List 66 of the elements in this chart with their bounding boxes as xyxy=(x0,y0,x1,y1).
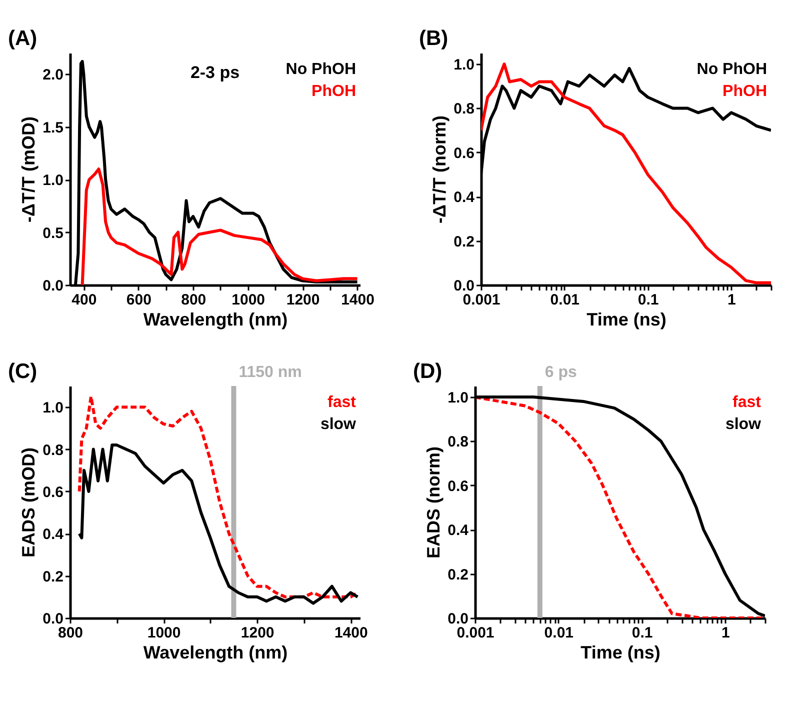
y-tick-label: 0.6 xyxy=(448,478,468,495)
x-tick-label: 0.1 xyxy=(632,624,653,642)
y-tick-label: 0.6 xyxy=(454,144,474,162)
y-axis-title: -ΔT/T (mOD) xyxy=(18,116,39,222)
y-tick-label: 1.0 xyxy=(42,172,64,190)
y-tick-label: 0.2 xyxy=(448,566,468,584)
text: slow xyxy=(725,416,762,433)
x-tick-label: 0.1 xyxy=(638,292,659,308)
y-tick-label: 2.0 xyxy=(42,66,64,84)
y-tick-label: 0.4 xyxy=(454,189,476,206)
x-tick-label: 400 xyxy=(72,292,97,308)
y-tick-label: 0.5 xyxy=(42,224,64,242)
y-tick-label: 0.2 xyxy=(454,233,474,250)
x-tick-label: 1200 xyxy=(240,624,274,642)
y-tick-label: 0.8 xyxy=(42,442,64,459)
x-tick-label: 1 xyxy=(722,624,730,642)
text: (C) xyxy=(8,360,38,383)
x-tick-label: 0.01 xyxy=(550,292,580,308)
y-tick-label: 0.6 xyxy=(42,484,64,501)
y-tick-label: 1.0 xyxy=(42,400,64,417)
x-axis-title: Wavelength (nm) xyxy=(143,310,288,330)
x-tick-label: 1 xyxy=(728,292,736,308)
text: No PhOH xyxy=(286,61,356,78)
text: PhOH xyxy=(312,83,356,100)
text: fast xyxy=(732,394,762,411)
line-series xyxy=(78,444,360,605)
y-axis-title: EADS (mOD) xyxy=(18,447,39,558)
y-tick-label: 0.0 xyxy=(42,610,64,628)
x-tick-label: 800 xyxy=(181,292,206,308)
x-tick-label: 600 xyxy=(126,292,152,308)
y-tick-label: 0.4 xyxy=(448,522,470,540)
y-tick-label: 0.4 xyxy=(42,526,64,544)
x-tick-label: 0.001 xyxy=(456,624,494,642)
x-tick-label: 1200 xyxy=(286,292,320,308)
x-tick-label: 800 xyxy=(58,624,84,642)
ref-line-label: 6 ps xyxy=(544,364,578,381)
y-tick-label: 1.0 xyxy=(448,390,468,407)
text: (B) xyxy=(419,27,448,50)
line-series xyxy=(80,168,359,285)
x-axis-title: Time (ns) xyxy=(586,310,666,330)
x-tick-label: 1400 xyxy=(334,624,368,642)
series-label: No PhOH xyxy=(696,61,767,78)
y-tick-label: 0.8 xyxy=(448,434,468,451)
x-axis-title: Wavelength (nm) xyxy=(143,642,288,662)
x-tick-label: 1400 xyxy=(341,292,374,308)
text: fast xyxy=(328,394,357,411)
x-tick-label: 1000 xyxy=(232,292,266,308)
annotation: 2-3 ps xyxy=(190,63,240,82)
x-tick-label: 0.01 xyxy=(544,624,574,642)
y-tick-label: 0.0 xyxy=(42,278,64,294)
y-tick-label: 0.8 xyxy=(454,100,474,118)
y-tick-label: 0.0 xyxy=(454,278,474,294)
y-tick-label: 0.0 xyxy=(448,610,468,628)
text: (D) xyxy=(413,360,442,383)
x-tick-label: 0.001 xyxy=(462,292,500,308)
text: PhOH xyxy=(722,83,767,100)
x-axis-title: Time (ns) xyxy=(580,642,660,662)
ref-line-label: 1150 nm xyxy=(238,364,302,381)
y-axis-title: -ΔT/T (norm) xyxy=(430,116,450,224)
y-tick-label: 1.5 xyxy=(42,119,64,136)
text: (A) xyxy=(8,27,38,50)
y-tick-label: 1.0 xyxy=(454,56,474,74)
text: slow xyxy=(320,416,357,433)
y-tick-label: 0.2 xyxy=(42,568,64,586)
x-tick-label: 1000 xyxy=(147,624,181,642)
y-axis-title: EADS (norm) xyxy=(424,446,444,558)
